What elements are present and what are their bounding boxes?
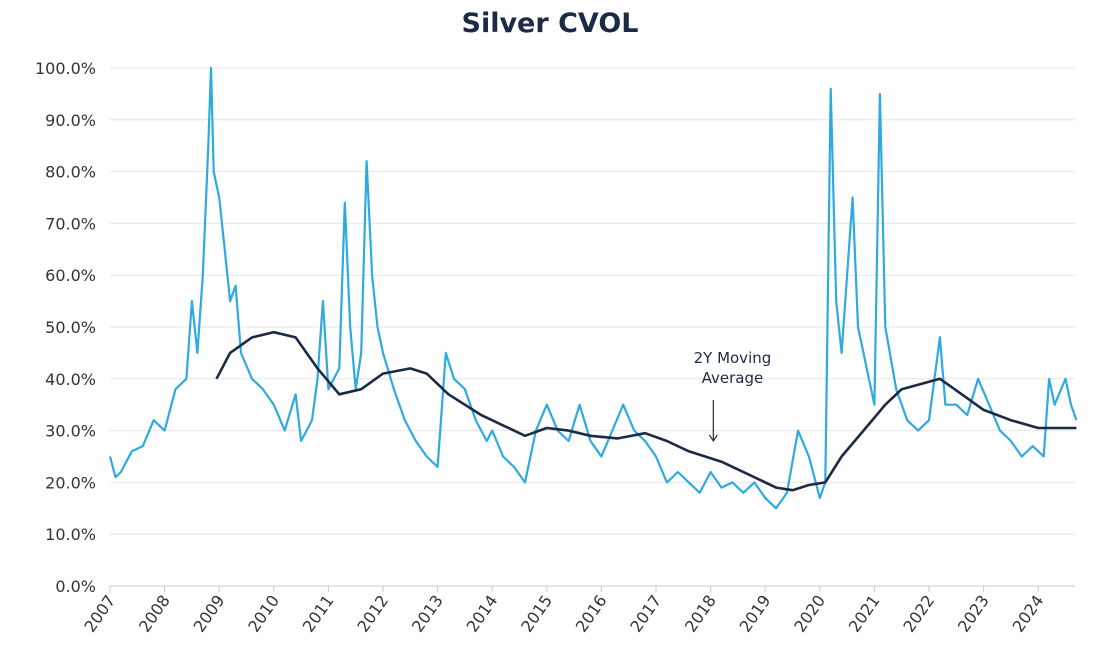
chart-title: Silver CVOL <box>461 8 639 39</box>
x-tick-label: 2024 <box>1009 591 1048 635</box>
x-tick-label: 2013 <box>408 591 447 635</box>
y-tick-label: 60.0% <box>45 266 96 285</box>
x-tick-label: 2018 <box>681 591 720 635</box>
y-tick-label: 90.0% <box>45 111 96 130</box>
x-tick-label: 2022 <box>899 591 938 635</box>
x-tick-label: 2014 <box>463 591 502 635</box>
x-tick-label: 2023 <box>954 591 993 635</box>
x-tick-label: 2015 <box>517 591 556 635</box>
y-tick-label: 50.0% <box>45 318 96 337</box>
series-line-moving-average <box>215 330 1077 492</box>
x-tick-label: 2012 <box>353 591 392 635</box>
x-tick-label: 2016 <box>572 591 611 635</box>
y-tick-label: 10.0% <box>45 525 96 544</box>
arrow-head-icon <box>708 434 718 443</box>
y-tick-label: 30.0% <box>45 422 96 441</box>
x-tick-label: 2011 <box>299 591 338 635</box>
y-tick-label: 80.0% <box>45 163 96 182</box>
annotation-label: Average <box>702 369 764 387</box>
x-tick-label: 2020 <box>790 591 829 635</box>
y-tick-label: 100.0% <box>35 59 96 78</box>
x-tick-label: 2007 <box>80 591 119 635</box>
x-tick-label: 2017 <box>626 591 665 635</box>
x-tick-label: 2010 <box>244 591 283 635</box>
y-tick-label: 70.0% <box>45 214 96 233</box>
y-tick-label: 20.0% <box>45 473 96 492</box>
annotation-label: 2Y Moving <box>694 349 772 367</box>
x-tick-label: 2021 <box>845 591 884 635</box>
y-tick-label: 0.0% <box>55 577 96 596</box>
x-tick-label: 2008 <box>135 591 174 635</box>
series-line-cvol <box>108 66 1078 510</box>
y-tick-label: 40.0% <box>45 370 96 389</box>
x-tick-label: 2009 <box>190 591 229 635</box>
x-tick-label: 2019 <box>736 591 775 635</box>
